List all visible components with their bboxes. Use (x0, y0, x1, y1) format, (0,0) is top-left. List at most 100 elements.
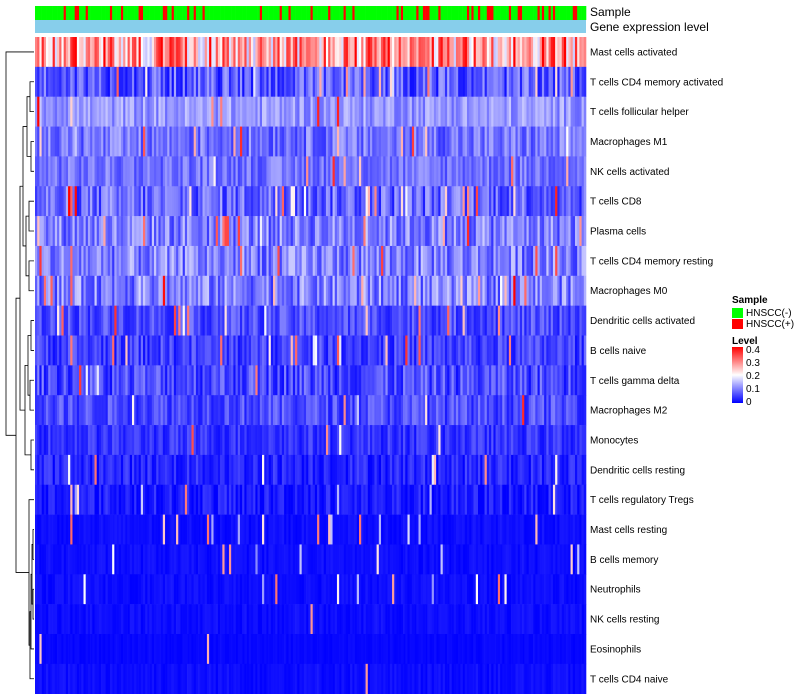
heatmap-cell (314, 66, 318, 97)
heatmap-cell (570, 156, 574, 187)
heatmap-cell (389, 66, 393, 97)
heatmap-cell (378, 484, 382, 515)
heatmap-cell (528, 335, 532, 366)
heatmap-cell (292, 454, 296, 486)
heatmap-cell (563, 335, 567, 366)
sample-annotation-cell (328, 6, 331, 20)
heatmap-cell (416, 126, 419, 157)
heatmap-cell (268, 454, 272, 486)
heatmap-cell (533, 335, 536, 366)
heatmap-cell (292, 156, 296, 187)
heatmap-cell (187, 395, 190, 426)
heatmap-cell (37, 365, 40, 396)
heatmap-cell (46, 216, 49, 247)
sample-annotation-cell (358, 6, 362, 20)
heatmap-cell (566, 544, 569, 575)
heatmap-cell (339, 544, 342, 575)
heatmap-cell (427, 37, 430, 68)
heatmap-cell (184, 37, 188, 68)
heatmap-cell (178, 454, 181, 486)
heatmap-cell (301, 216, 305, 247)
heatmap-cell (310, 365, 313, 396)
heatmap-cell (339, 484, 342, 515)
heatmap-cell (559, 156, 563, 187)
sample-annotation-cell (273, 6, 276, 20)
heatmap-cell (109, 96, 113, 127)
heatmap-cell (158, 245, 161, 277)
heatmap-cell (129, 126, 133, 157)
heatmap-cell (200, 66, 203, 97)
heatmap-cell (568, 335, 571, 366)
heatmap-cell (383, 574, 386, 605)
heatmap-cell (306, 514, 309, 545)
heatmap-cell (500, 365, 503, 396)
heatmap-cell (577, 365, 580, 396)
heatmap-cell (317, 484, 320, 515)
heatmap-cell (85, 454, 89, 486)
heatmap-cell (288, 245, 291, 277)
heatmap-cell (206, 335, 210, 366)
heatmap-cell (167, 216, 170, 247)
heatmap-cell (319, 544, 322, 575)
heatmap-cell (433, 395, 437, 426)
heatmap-cell (394, 96, 397, 127)
heatmap-cell (577, 395, 580, 426)
heatmap-cell (325, 245, 329, 277)
heatmap-cell (361, 275, 364, 306)
heatmap-cell (566, 425, 569, 456)
heatmap-cell (447, 37, 450, 68)
heatmap-cell (242, 37, 245, 68)
heatmap-cell (442, 425, 446, 456)
heatmap-cell (312, 395, 316, 426)
heatmap-row (35, 126, 587, 157)
sample-annotation-cell (500, 6, 503, 20)
heatmap-cell (385, 96, 388, 127)
heatmap-cell (579, 425, 582, 456)
heatmap-cell (279, 544, 283, 575)
heatmap-cell (572, 365, 576, 396)
heatmap-cell (270, 245, 274, 277)
heatmap-cell (248, 454, 252, 486)
heatmap-cell (480, 484, 483, 515)
heatmap-cell (123, 245, 126, 277)
heatmap-cell (528, 484, 532, 515)
heatmap-cell (370, 126, 373, 157)
heatmap-cell (466, 216, 470, 247)
heatmap-cell (61, 216, 64, 247)
heatmap-cell (306, 395, 309, 426)
heatmap-cell (167, 156, 170, 187)
heatmap-cell (76, 275, 80, 306)
heatmap-cell (147, 305, 150, 336)
heatmap-cell (237, 126, 241, 157)
heatmap-cell (440, 484, 444, 515)
heatmap-cell (319, 425, 322, 456)
heatmap-cell (495, 454, 499, 486)
heatmap-cell (389, 484, 393, 515)
heatmap-cell (557, 544, 560, 575)
heatmap-cell (131, 37, 135, 68)
heatmap-cell (140, 484, 144, 515)
heatmap-cell (513, 216, 516, 247)
sample-annotation-cell (484, 6, 488, 20)
heatmap-cell (200, 37, 203, 68)
sample-annotation-cell (306, 6, 309, 20)
heatmap-cell (464, 305, 468, 336)
heatmap-cell (237, 156, 241, 187)
heatmap-cell (515, 544, 518, 575)
heatmap-cell (451, 395, 455, 426)
sample-annotation-cell (233, 6, 236, 20)
heatmap-cell (165, 156, 168, 187)
heatmap-cell (427, 245, 430, 277)
heatmap-cell (156, 156, 159, 187)
heatmap-cell (127, 574, 131, 605)
heatmap-cell (242, 574, 245, 605)
heatmap-cell (539, 484, 543, 515)
heatmap-cell (381, 126, 384, 157)
heatmap-cell (125, 454, 128, 486)
heatmap-row (35, 454, 587, 486)
heatmap-cell (425, 37, 428, 68)
heatmap-cell (136, 275, 139, 306)
heatmap-cell (418, 126, 421, 157)
heatmap-cell (237, 96, 241, 127)
heatmap-cell (522, 365, 525, 396)
